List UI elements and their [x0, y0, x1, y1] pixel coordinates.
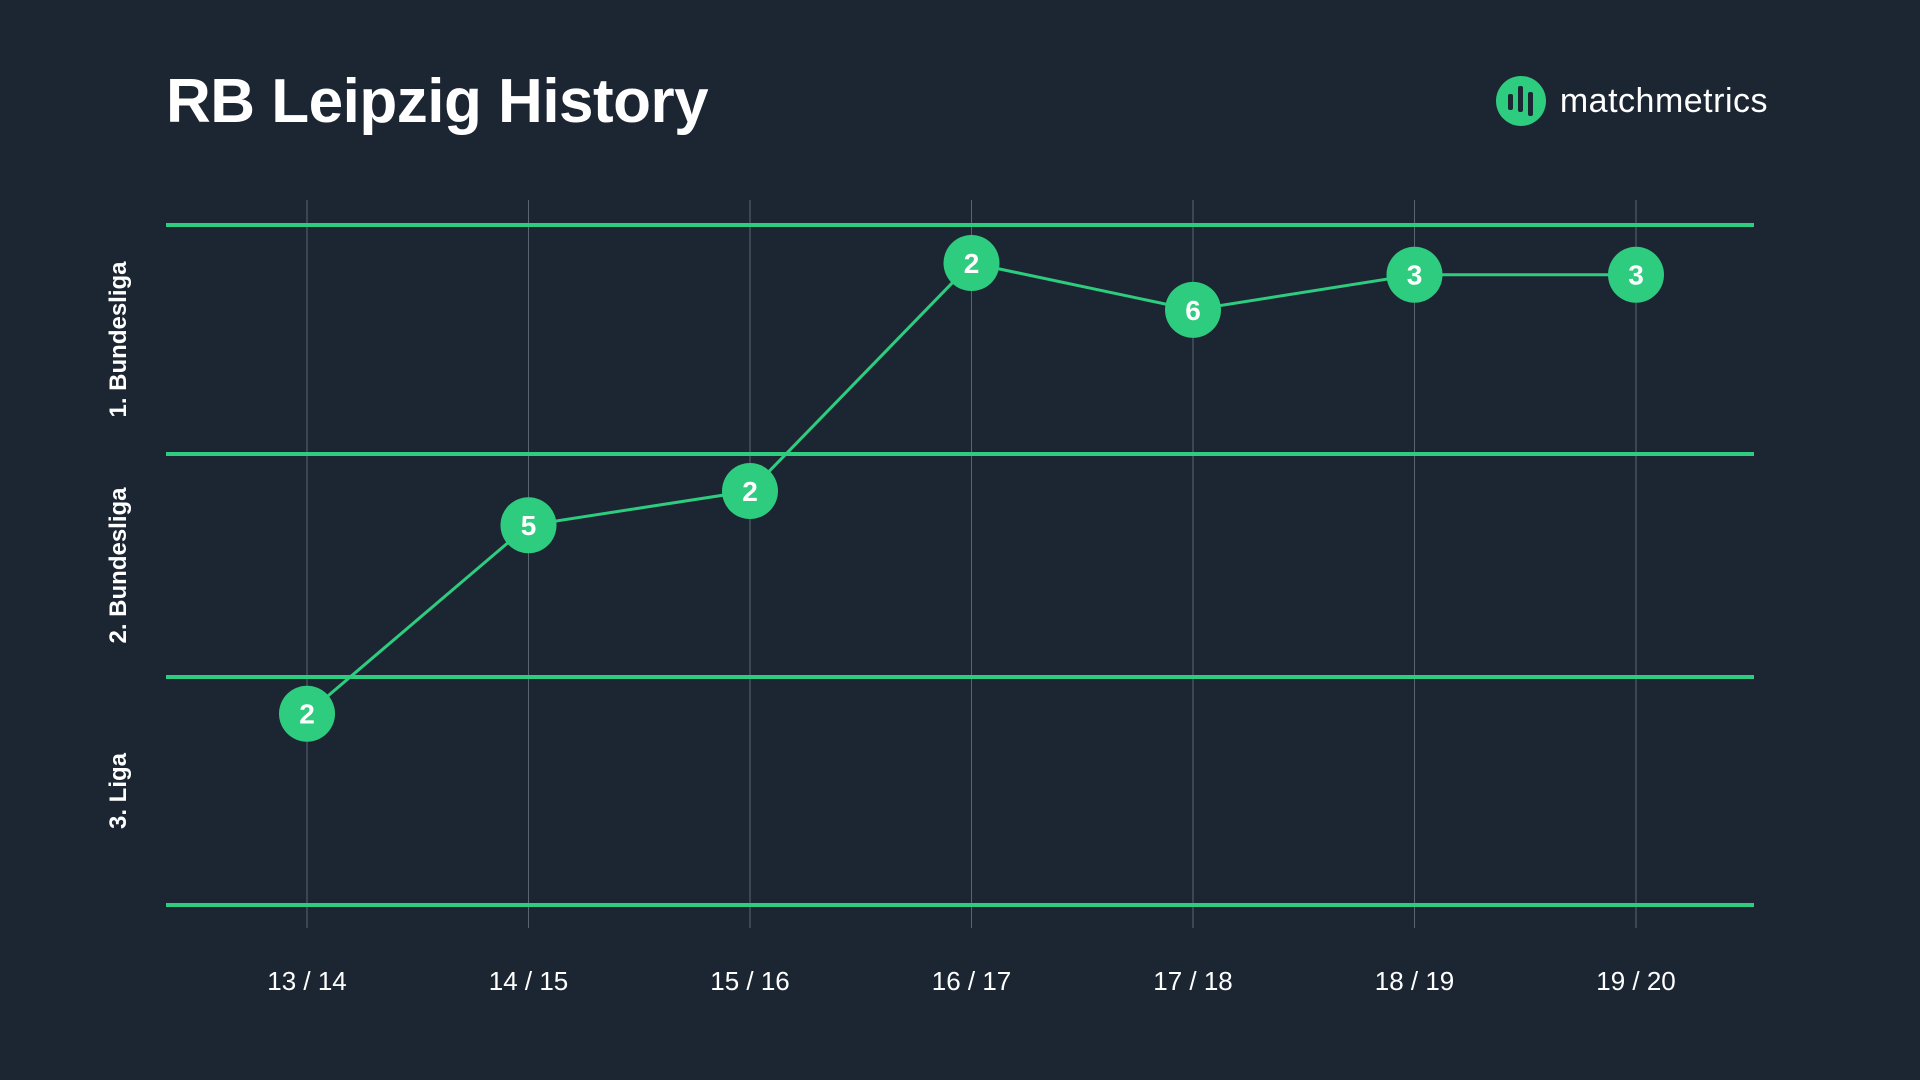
position-marker — [500, 497, 557, 554]
season-tick-label: 15 / 16 — [710, 966, 790, 996]
brand-name: matchmetrics — [1559, 81, 1768, 120]
league-label: 2. Bundesliga — [105, 487, 132, 644]
position-label: 2 — [742, 476, 758, 507]
season-tick-label: 13 / 14 — [267, 966, 347, 996]
position-label: 6 — [1185, 295, 1201, 326]
position-marker — [1608, 246, 1664, 303]
position-label: 5 — [521, 510, 537, 541]
position-label: 3 — [1628, 260, 1644, 291]
position-marker — [943, 235, 1000, 292]
position-label: 2 — [964, 248, 980, 279]
league-label: 3. Liga — [105, 752, 132, 829]
season-tick-label: 14 / 15 — [489, 966, 569, 996]
season-tick-label: 19 / 20 — [1596, 966, 1676, 996]
position-label: 3 — [1407, 260, 1423, 291]
matchmetrics-logo-icon — [1495, 76, 1546, 126]
position-marker — [1386, 246, 1443, 303]
brand: matchmetrics — [1495, 76, 1768, 126]
page-title: RB Leipzig History — [166, 67, 709, 136]
season-tick-label: 17 / 18 — [1153, 966, 1233, 996]
position-marker — [722, 463, 778, 520]
position-marker — [279, 685, 335, 742]
league-label: 1. Bundesliga — [105, 261, 132, 418]
season-tick-label: 18 / 19 — [1375, 966, 1455, 996]
position-marker — [1165, 281, 1221, 338]
season-tick-label: 16 / 17 — [932, 966, 1012, 996]
position-label: 2 — [299, 699, 315, 730]
